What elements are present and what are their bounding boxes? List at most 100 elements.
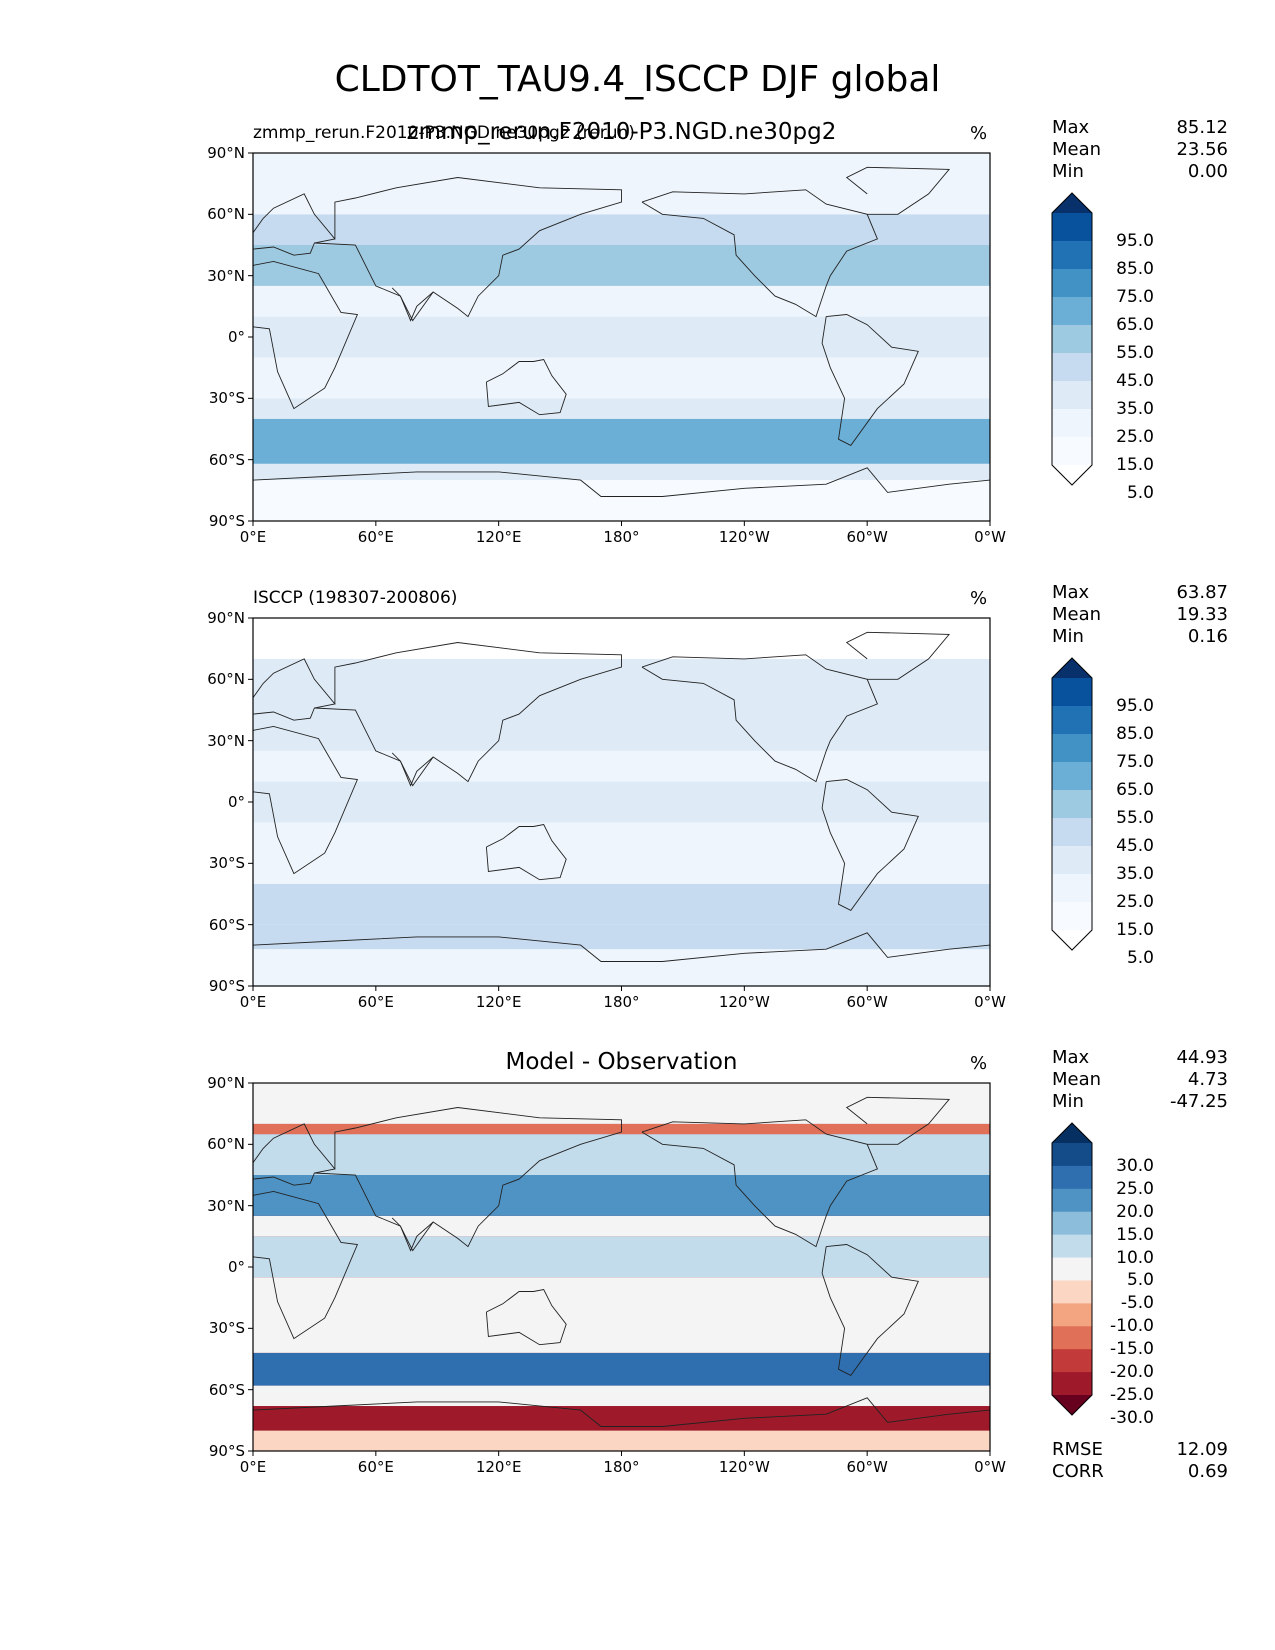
data-band <box>253 398 990 419</box>
stat-value: 23.56 <box>1176 139 1228 160</box>
colorbar-tick-label: 45.0 <box>1116 836 1154 856</box>
colorbar-segment <box>1052 902 1092 931</box>
colorbar-tick-label: 95.0 <box>1116 696 1154 716</box>
colorbar-segment <box>1052 1211 1092 1236</box>
colorbar-tick-label: 85.0 <box>1116 724 1154 744</box>
data-band <box>253 1385 990 1407</box>
colorbar-segment <box>1052 706 1092 735</box>
x-tick-label: 60°W <box>846 528 888 546</box>
colorbar-tick-label: 15.0 <box>1116 920 1154 940</box>
figure-title: CLDTOT_TAU9.4_ISCCP DJF global <box>334 59 941 100</box>
colorbar-tick-label: 65.0 <box>1116 315 1154 335</box>
y-tick-label: 90°N <box>207 144 245 162</box>
colorbar-segment <box>1052 297 1092 326</box>
colorbar-tick-label: 5.0 <box>1126 483 1154 503</box>
y-tick-label: 60°N <box>207 205 245 224</box>
data-band <box>253 822 990 884</box>
x-tick-label: 0°W <box>974 528 1006 546</box>
data-band <box>253 618 990 659</box>
colorbar-tick-label: 75.0 <box>1116 752 1154 772</box>
stat-value: 0.00 <box>1187 161 1228 182</box>
y-tick-label: 60°S <box>208 915 245 934</box>
colorbar <box>1051 657 1093 951</box>
panel-units: % <box>970 123 988 144</box>
colorbar-segment <box>1052 353 1092 382</box>
colorbar-tick-label: 5.0 <box>1126 948 1154 968</box>
data-band <box>253 1175 990 1216</box>
stat-value: 44.93 <box>1176 1047 1228 1068</box>
colorbar-segment <box>1052 1326 1092 1350</box>
colorbar-tick-label: -20.0 <box>1110 1362 1154 1383</box>
colorbar-tick-label: 30.0 <box>1116 1155 1154 1176</box>
data-band <box>253 480 990 521</box>
data-band <box>253 245 990 286</box>
stat-label: Max <box>1052 117 1090 138</box>
colorbar-tick-label: 15.0 <box>1116 1224 1154 1245</box>
panel-units: % <box>970 1053 988 1074</box>
stat-label: Min <box>1052 161 1084 182</box>
colorbar-segment <box>1052 409 1092 438</box>
colorbar-segment <box>1052 325 1092 354</box>
stat-value: -47.25 <box>1169 1091 1228 1112</box>
colorbar-tick-label: -25.0 <box>1110 1385 1154 1405</box>
y-tick-label: 60°S <box>208 1380 245 1399</box>
colorbar-segment <box>1052 241 1092 270</box>
stat-value: 0.69 <box>1187 1461 1228 1482</box>
colorbar-tick-label: -10.0 <box>1110 1316 1154 1337</box>
x-tick-label: 180° <box>603 993 640 1011</box>
colorbar-tick-label: -5.0 <box>1120 1293 1154 1314</box>
colorbar-tick-label: 25.0 <box>1116 427 1154 447</box>
stat-label: Mean <box>1052 139 1102 160</box>
y-tick-label: 60°N <box>207 670 245 689</box>
data-band <box>253 1352 990 1386</box>
colorbar-extend-min <box>1052 930 1092 950</box>
x-tick-label: 120°W <box>718 1458 770 1476</box>
y-tick-label: 30°N <box>207 731 245 750</box>
colorbar-segment <box>1052 874 1092 903</box>
data-band <box>253 710 990 751</box>
panel-subtitle-center: zmmp_rerun.F2010-P3.NGD.ne30pg2 <box>406 119 837 145</box>
colorbar-tick-label: 5.0 <box>1126 1270 1154 1291</box>
stat-value: 4.73 <box>1187 1069 1228 1090</box>
stat-label: Min <box>1052 1091 1084 1112</box>
colorbar-segment <box>1052 213 1092 242</box>
y-tick-label: 90°S <box>208 1442 245 1460</box>
data-band <box>253 316 990 358</box>
data-band <box>253 1236 990 1278</box>
stat-value: 12.09 <box>1176 1439 1228 1460</box>
stat-value: 85.12 <box>1176 117 1228 138</box>
colorbar-segment <box>1052 734 1092 763</box>
stat-value: 0.16 <box>1187 626 1228 647</box>
y-tick-label: 90°S <box>208 512 245 530</box>
data-band <box>253 750 990 782</box>
y-tick-label: 90°N <box>207 1074 245 1092</box>
data-band <box>253 418 990 464</box>
y-tick-label: 60°N <box>207 1135 245 1154</box>
coastline-outline <box>252 631 991 962</box>
stat-value: 63.87 <box>1176 582 1228 603</box>
colorbar-segment <box>1052 678 1092 707</box>
colorbar-segment <box>1052 790 1092 819</box>
stat-label: Max <box>1052 582 1090 603</box>
data-band <box>253 1134 990 1175</box>
x-tick-label: 0°E <box>239 993 267 1011</box>
x-tick-label: 60°E <box>357 1458 394 1476</box>
colorbar-segment <box>1052 1188 1092 1213</box>
colorbar-tick-label: -30.0 <box>1110 1407 1154 1428</box>
x-tick-label: 0°E <box>239 1458 267 1476</box>
y-tick-label: 30°N <box>207 1196 245 1215</box>
colorbar-segment <box>1052 437 1092 466</box>
y-tick-label: 30°N <box>207 266 245 285</box>
colorbar-segment <box>1052 762 1092 791</box>
colorbar <box>1051 192 1093 486</box>
colorbar-tick-label: 20.0 <box>1116 1201 1154 1222</box>
colorbar-tick-label: -15.0 <box>1110 1339 1154 1360</box>
map-panel <box>248 152 991 526</box>
y-tick-label: 0° <box>227 328 245 346</box>
x-tick-label: 120°E <box>475 528 522 546</box>
stat-value: 19.33 <box>1176 604 1228 625</box>
colorbar-tick-label: 85.0 <box>1116 259 1154 279</box>
colorbar <box>1051 1122 1093 1416</box>
colorbar-segment <box>1052 1280 1092 1304</box>
panel-units: % <box>970 588 988 609</box>
